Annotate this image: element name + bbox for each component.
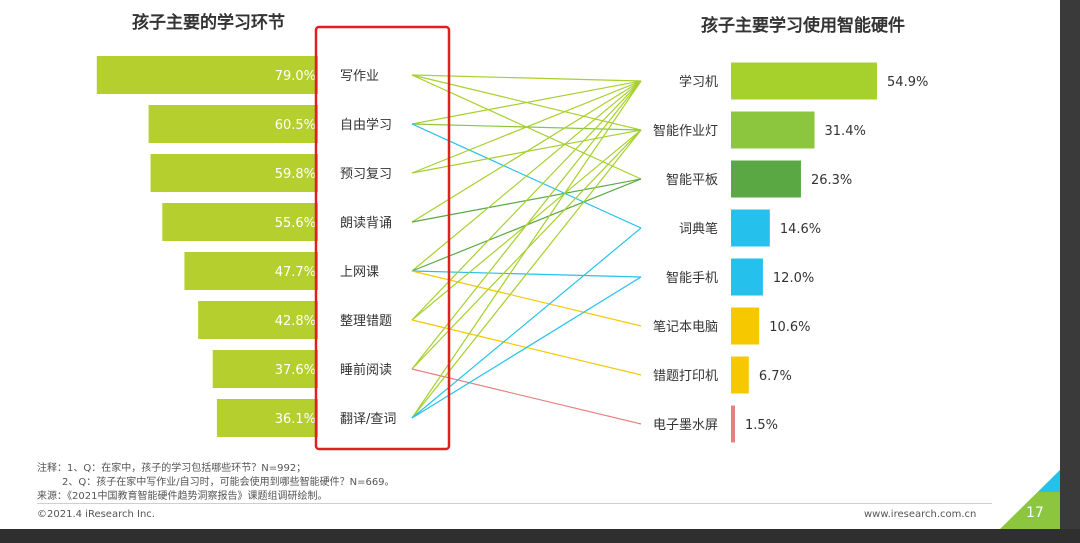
hardware-bar <box>731 258 763 296</box>
hardware-bar-value: 26.3% <box>811 173 852 188</box>
website-text: www.iresearch.com.cn <box>864 509 977 520</box>
study-bar-value: 42.8% <box>275 314 316 329</box>
corner-decoration <box>1000 470 1060 529</box>
copyright-text: ©2021.4 iResearch Inc. <box>37 509 155 520</box>
hardware-bar-value: 12.0% <box>773 271 814 286</box>
viewer-bottom-gutter <box>0 529 1080 543</box>
hardware-bar <box>731 111 815 149</box>
study-bar-value: 55.6% <box>275 216 316 231</box>
note-line-1: 注释：1、Q：在家中，孩子的学习包括哪些环节？N=992； <box>37 463 307 474</box>
hardware-category-label: 电子墨水屏 <box>653 418 718 433</box>
connection-line <box>411 129 642 419</box>
study-bar-value: 36.1% <box>275 412 316 427</box>
hardware-category-label: 智能平板 <box>666 173 718 188</box>
hardware-bar <box>731 307 760 345</box>
hardware-category-label: 笔记本电脑 <box>653 319 718 335</box>
study-bar <box>162 203 318 241</box>
study-bar-value: 59.8% <box>275 167 316 182</box>
hardware-bar-value: 31.4% <box>825 124 866 139</box>
connection-line <box>411 80 642 419</box>
study-bar <box>184 252 318 290</box>
study-bar <box>198 301 318 339</box>
hardware-bar <box>731 356 749 394</box>
study-bar-value: 60.5% <box>275 118 316 133</box>
study-bar <box>150 154 318 192</box>
study-bar <box>212 350 318 388</box>
footer-divider <box>37 503 992 504</box>
hardware-bar-value: 1.5% <box>745 418 778 433</box>
connection-line <box>411 227 642 419</box>
hardware-bar-value: 14.6% <box>780 222 821 237</box>
hardware-bar-value: 10.6% <box>769 320 810 335</box>
report-slide: 孩子主要的学习环节 孩子主要学习使用智能硬件 79.0% 写作业 60.5% 自由学习… <box>0 0 1060 529</box>
hardware-bar-value: 54.9% <box>887 75 928 90</box>
hardware-category-label: 智能手机 <box>666 271 718 286</box>
source-line: 来源：《2021中国教育智能硬件趋势洞察报告》课题组调研绘制。 <box>37 491 328 502</box>
hardware-category-label: 智能作业灯 <box>653 124 718 139</box>
viewer-right-gutter <box>1060 0 1080 543</box>
connection-chart: 79.0% 写作业 60.5% 自由学习 59.8% 预习复习 55.6% 朗读背诵 47.7%… <box>96 25 928 451</box>
left-chart-title: 孩子主要的学习环节 <box>132 13 285 33</box>
study-bar <box>216 399 318 437</box>
connection-line <box>411 74 642 82</box>
study-category-label: 预习复习 <box>340 167 392 182</box>
connection-line <box>411 80 642 272</box>
hardware-category-label: 错题打印机 <box>653 369 718 384</box>
study-category-label: 自由学习 <box>340 117 392 133</box>
study-bar-value: 47.7% <box>275 265 316 280</box>
study-category-label: 睡前阅读 <box>340 362 392 378</box>
study-category-label: 写作业 <box>340 69 379 84</box>
hardware-bar <box>731 62 878 100</box>
page-number: 17 <box>1026 505 1044 521</box>
study-category-label: 上网课 <box>340 265 379 280</box>
right-chart-title: 孩子主要学习使用智能硬件 <box>701 16 905 36</box>
hardware-bar-value: 6.7% <box>759 369 792 384</box>
study-category-label: 翻译/查词 <box>340 412 396 427</box>
hardware-category-label: 学习机 <box>679 74 718 90</box>
hardware-category-label: 词典笔 <box>679 221 718 237</box>
note-line-2: 2、Q：孩子在家中写作业/自习时，可能会使用到哪些智能硬件？N=669。 <box>62 477 395 488</box>
study-bar-value: 79.0% <box>275 69 316 84</box>
connection-line <box>411 80 642 370</box>
study-bar-value: 37.6% <box>275 363 316 378</box>
study-bar <box>148 105 318 143</box>
study-category-label: 朗读背诵 <box>340 216 392 231</box>
study-bar <box>96 56 318 94</box>
study-category-label: 整理错题 <box>340 314 392 329</box>
highlight-box <box>314 25 451 451</box>
hardware-bar <box>731 160 801 198</box>
hardware-bar <box>731 405 735 443</box>
hardware-bar <box>731 209 770 247</box>
